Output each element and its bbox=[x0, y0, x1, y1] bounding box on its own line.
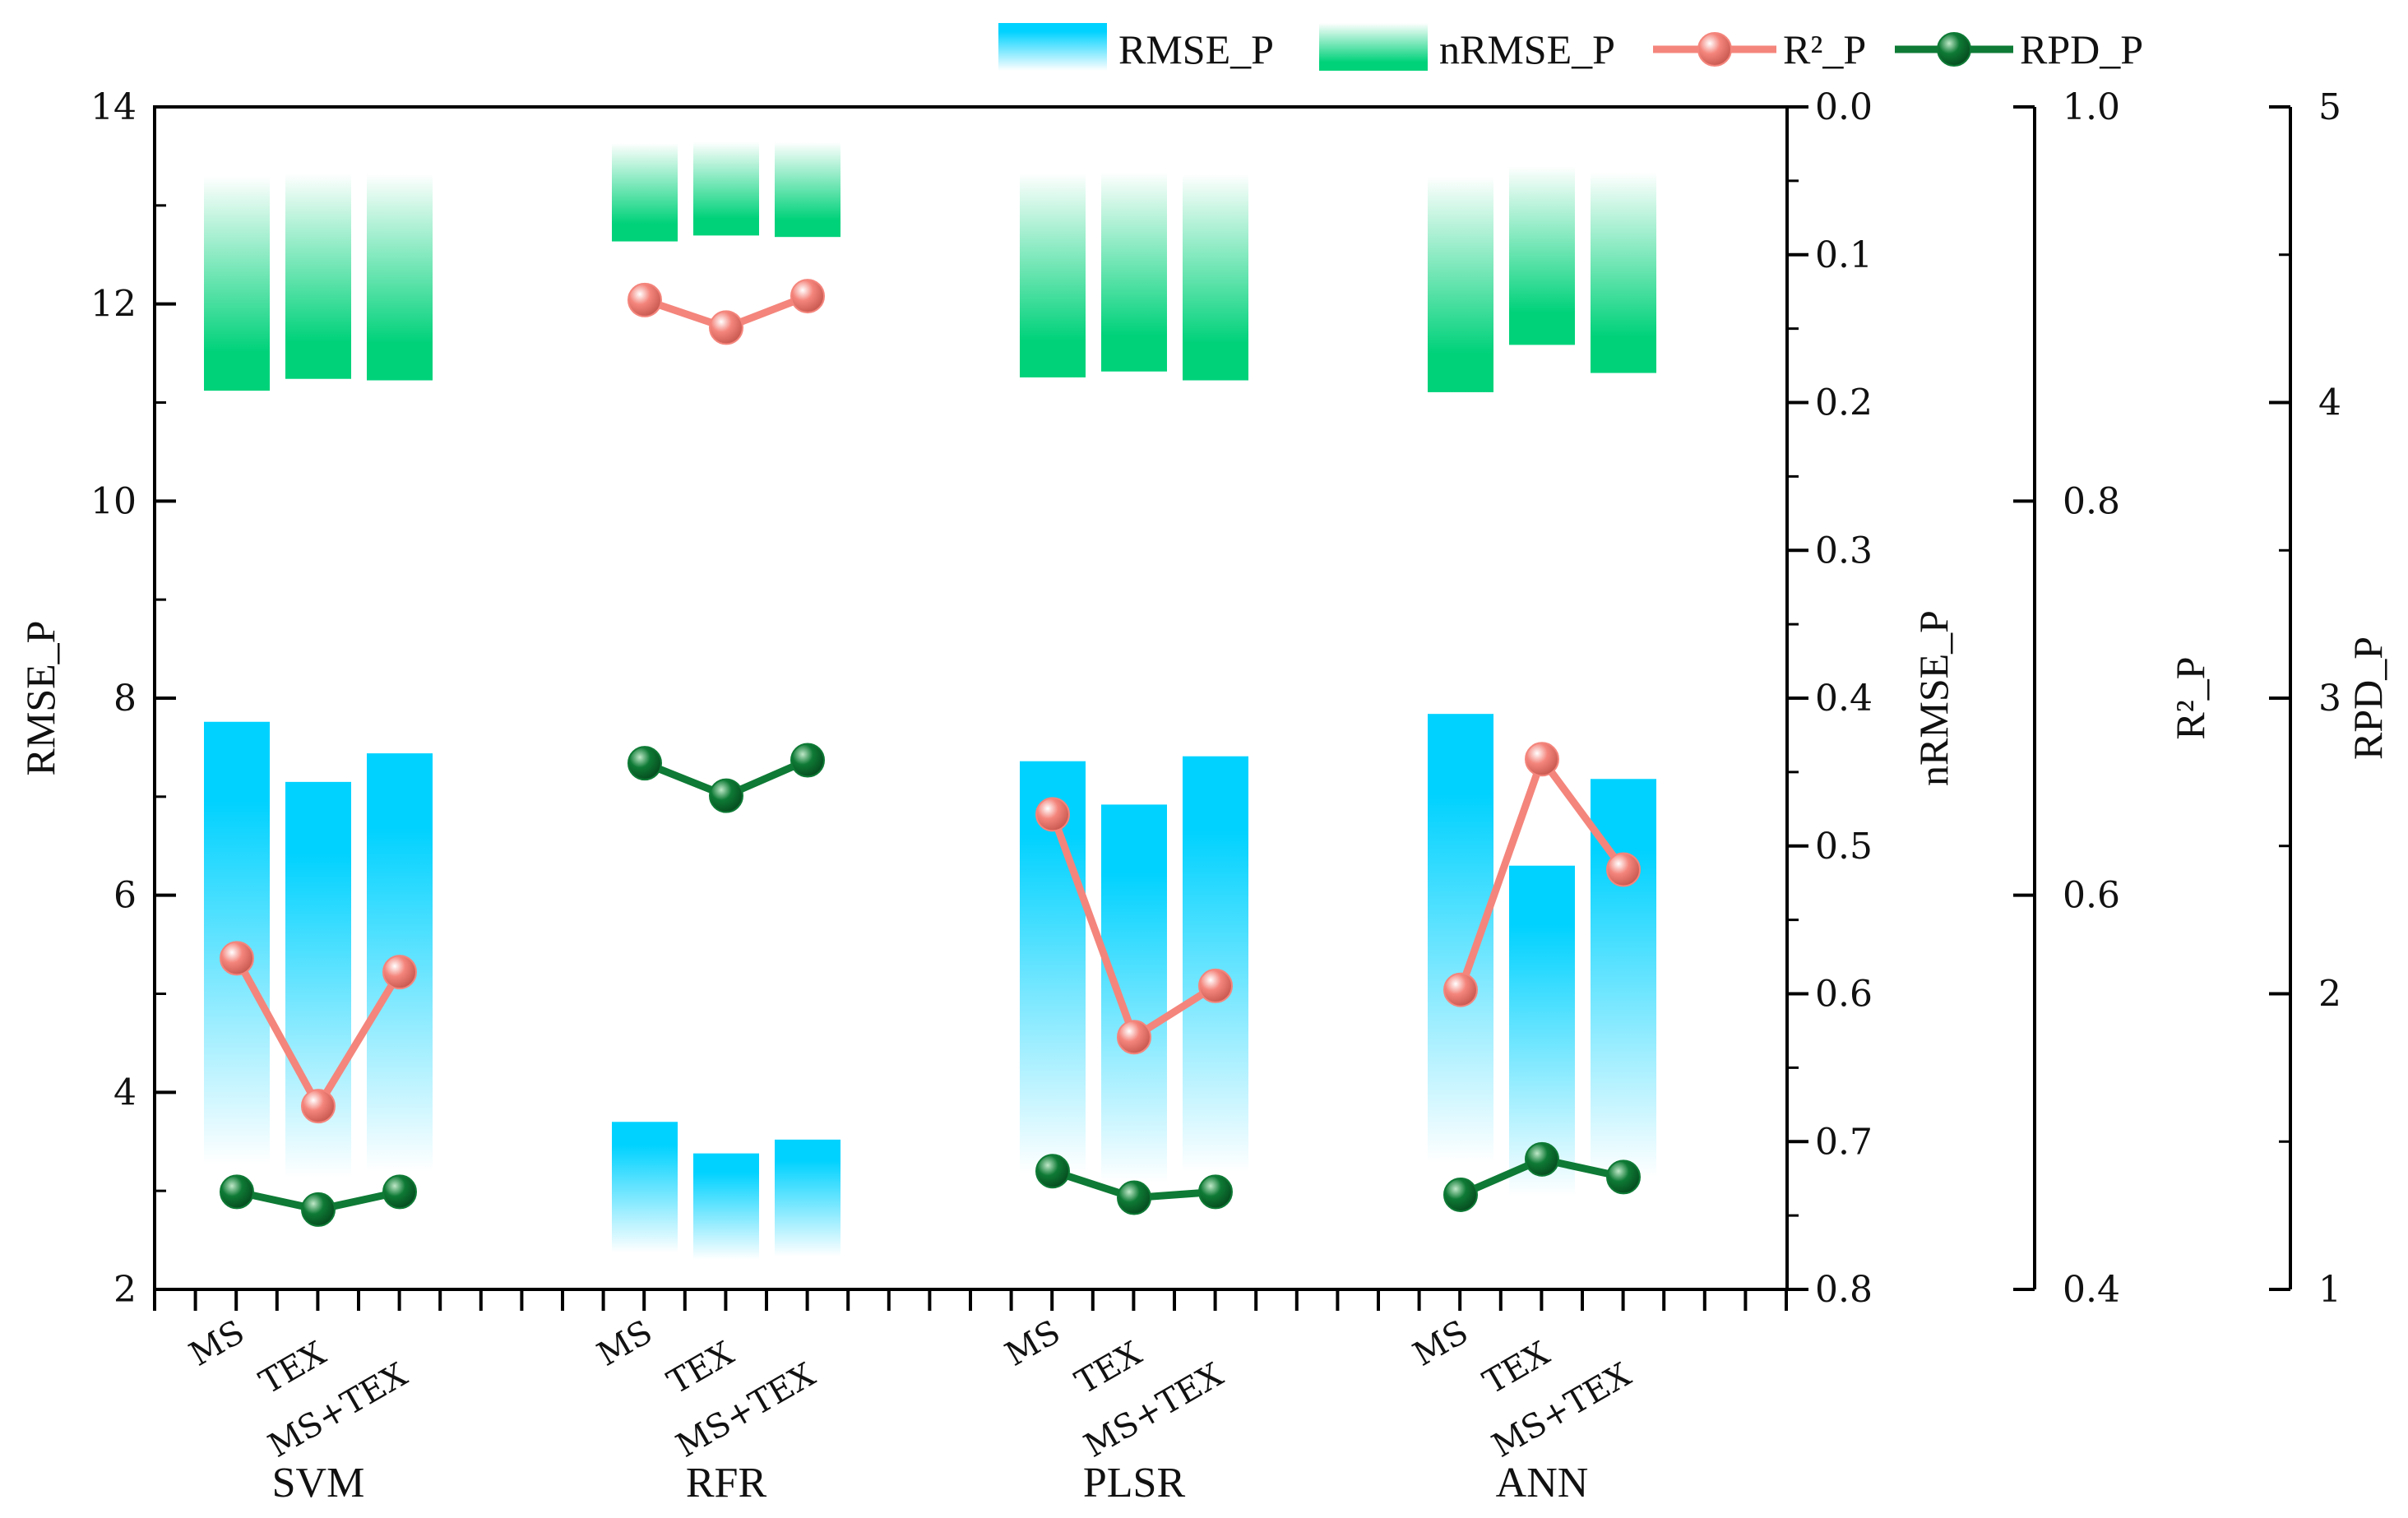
rpd-point-svm-1 bbox=[220, 1174, 254, 1210]
rpd-point-ann-3 bbox=[1606, 1159, 1641, 1195]
category-label: MS bbox=[999, 1313, 1067, 1374]
nrmse-tick-label: 0.6 bbox=[1815, 974, 1873, 1016]
lines-layer bbox=[220, 279, 1641, 1227]
rmse-bar-rfr-1 bbox=[612, 1122, 678, 1253]
rpd-point-ann-1 bbox=[1443, 1177, 1478, 1212]
nrmse-tick-label: 0.1 bbox=[1815, 234, 1873, 276]
category-label: TEX bbox=[661, 1335, 741, 1402]
rpd-point-rfr-2 bbox=[709, 778, 743, 813]
left-axis-title: RMSE_P bbox=[17, 621, 63, 776]
r2-point-ann-3 bbox=[1606, 852, 1641, 887]
left-tick-label: 4 bbox=[113, 1071, 137, 1113]
nrmse-bar-plsr-3 bbox=[1183, 174, 1248, 381]
group-label: PLSR bbox=[1083, 1460, 1186, 1506]
left-tick-label: 12 bbox=[90, 284, 137, 326]
rpd-tick-label: 1 bbox=[2318, 1269, 2341, 1311]
r2-point-svm-1 bbox=[220, 941, 254, 976]
legend-label-nrmse: nRMSE_P bbox=[1439, 26, 1615, 72]
rmse-bar-rfr-3 bbox=[775, 1139, 840, 1257]
rpd-point-rfr-3 bbox=[790, 743, 825, 778]
rmse-bar-ann-2 bbox=[1509, 865, 1575, 1196]
left-tick-label: 6 bbox=[113, 875, 137, 917]
r2-tick-label: 0.8 bbox=[2063, 480, 2120, 522]
nrmse-axis-title: nRMSE_P bbox=[1910, 610, 1956, 786]
rpd-point-plsr-3 bbox=[1198, 1174, 1233, 1210]
rpd-point-svm-3 bbox=[382, 1174, 417, 1210]
rpd-point-svm-2 bbox=[301, 1192, 336, 1227]
nrmse-tick-label: 0.8 bbox=[1815, 1269, 1873, 1311]
r2-point-plsr-2 bbox=[1117, 1020, 1151, 1055]
rpd-axis-title: RPD_P bbox=[2345, 636, 2391, 760]
r2-point-svm-2 bbox=[301, 1089, 336, 1124]
legend-swatch-nrmse bbox=[1319, 23, 1428, 71]
left-tick-label: 10 bbox=[90, 480, 137, 522]
legend-swatch-rmse bbox=[998, 23, 1107, 71]
rpd-tick-label: 5 bbox=[2318, 86, 2341, 128]
nrmse-bar-svm-3 bbox=[367, 174, 433, 381]
left-tick-label: 8 bbox=[113, 678, 137, 720]
nrmse-tick-label: 0.3 bbox=[1815, 530, 1873, 572]
rpd-point-plsr-1 bbox=[1035, 1154, 1070, 1189]
r2-point-svm-3 bbox=[382, 955, 417, 990]
rpd-tick-label: 2 bbox=[2318, 974, 2341, 1016]
r2-tick-label: 0.4 bbox=[2063, 1269, 2120, 1311]
nrmse-tick-label: 0.7 bbox=[1815, 1121, 1873, 1163]
nrmse-bar-svm-1 bbox=[204, 175, 270, 391]
rmse-bar-ann-1 bbox=[1428, 714, 1493, 1164]
group-label: ANN bbox=[1496, 1460, 1589, 1506]
legend-marker-r2 bbox=[1697, 32, 1732, 67]
category-label: MS bbox=[1407, 1313, 1475, 1374]
legend-label-rpd: RPD_P bbox=[2020, 26, 2143, 72]
legend-label-rmse: RMSE_P bbox=[1118, 26, 1274, 72]
nrmse-tick-label: 0.0 bbox=[1815, 86, 1873, 128]
rmse-bar-rfr-2 bbox=[693, 1153, 759, 1260]
category-label: TEX bbox=[253, 1335, 333, 1402]
category-label: MS bbox=[591, 1313, 659, 1374]
bars-layer bbox=[204, 141, 1656, 1260]
r2-point-rfr-1 bbox=[627, 282, 662, 317]
rpd-point-ann-2 bbox=[1525, 1141, 1559, 1177]
nrmse-bar-plsr-2 bbox=[1101, 171, 1167, 372]
r2-point-ann-2 bbox=[1525, 742, 1559, 777]
rpd-point-rfr-1 bbox=[627, 746, 662, 781]
category-label: TEX bbox=[1069, 1335, 1149, 1402]
r2-point-plsr-1 bbox=[1035, 797, 1070, 832]
nrmse-bar-ann-3 bbox=[1591, 172, 1656, 373]
legend: RMSE_P nRMSE_P R²_P RPD_P bbox=[998, 23, 2143, 72]
r2-tick-label: 1.0 bbox=[2063, 86, 2120, 128]
rmse-bar-plsr-3 bbox=[1183, 756, 1248, 1173]
rpd-tick-label: 3 bbox=[2318, 678, 2341, 720]
rmse-bar-plsr-2 bbox=[1101, 804, 1167, 1183]
left-tick-label: 14 bbox=[90, 86, 137, 128]
r2-point-ann-1 bbox=[1443, 972, 1478, 1007]
left-tick-label: 2 bbox=[113, 1269, 137, 1311]
rpd-tick-label: 4 bbox=[2318, 382, 2341, 424]
group-label: SVM bbox=[272, 1460, 365, 1506]
nrmse-bar-ann-1 bbox=[1428, 176, 1493, 392]
category-label: MS bbox=[183, 1313, 251, 1374]
r2-axis-title: R²_P bbox=[2167, 656, 2213, 739]
nrmse-tick-label: 0.2 bbox=[1815, 382, 1873, 424]
rpd-point-plsr-2 bbox=[1117, 1180, 1151, 1215]
nrmse-bar-svm-2 bbox=[285, 173, 351, 379]
nrmse-bar-rfr-2 bbox=[693, 141, 759, 236]
r2-point-rfr-3 bbox=[790, 279, 825, 314]
legend-label-r2: R²_P bbox=[1783, 26, 1866, 72]
legend-marker-rpd bbox=[1937, 32, 1971, 67]
nrmse-bar-rfr-3 bbox=[775, 141, 840, 238]
group-label: RFR bbox=[686, 1460, 767, 1506]
category-label: TEX bbox=[1477, 1335, 1557, 1402]
r2-point-rfr-2 bbox=[709, 310, 743, 345]
nrmse-bar-ann-2 bbox=[1509, 165, 1575, 345]
nrmse-tick-label: 0.4 bbox=[1815, 678, 1873, 720]
r2-point-plsr-3 bbox=[1198, 968, 1233, 1003]
nrmse-bar-rfr-1 bbox=[612, 142, 678, 242]
nrmse-bar-plsr-1 bbox=[1020, 173, 1086, 377]
nrmse-tick-label: 0.5 bbox=[1815, 826, 1873, 868]
r2-tick-label: 0.6 bbox=[2063, 875, 2120, 917]
